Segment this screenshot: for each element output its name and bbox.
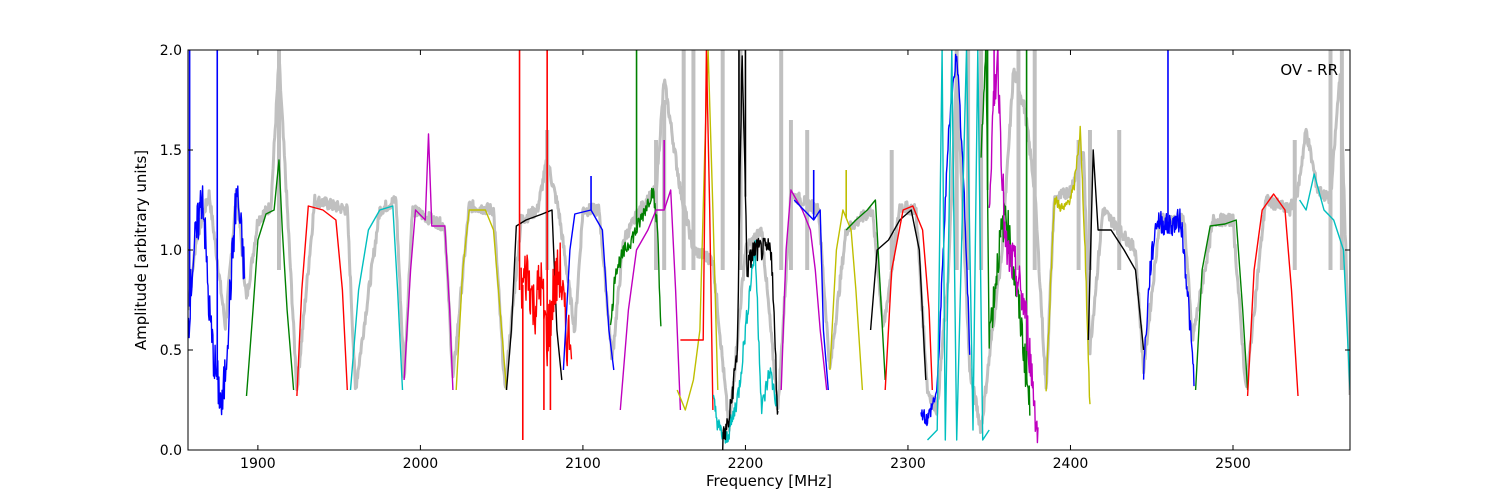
series-27: [1087, 149, 1145, 351]
series-line: [722, 55, 779, 450]
series-30: [1246, 193, 1299, 397]
y-tick-label: 0.5: [160, 343, 182, 359]
series-line: [980, 50, 1031, 416]
series-line: [455, 209, 508, 391]
series-layer: [188, 50, 1350, 450]
series-line: [609, 187, 662, 327]
series-line: [780, 189, 828, 391]
series-19: [845, 199, 886, 381]
x-tick-label: 2300: [890, 456, 926, 472]
series-31: [1299, 173, 1350, 391]
series-10: [609, 50, 662, 327]
series-4: [349, 205, 404, 391]
envelope-line: [188, 59, 1350, 434]
x-tick-label: 2200: [728, 456, 764, 472]
series-22: [920, 53, 971, 427]
series-13: [680, 50, 714, 411]
series-line: [1087, 149, 1145, 351]
x-tick-label: 2500: [1215, 456, 1251, 472]
series-line: [884, 205, 933, 391]
series-line: [619, 189, 682, 411]
y-tick-label: 1.0: [160, 243, 182, 259]
series-17: [793, 170, 829, 391]
series-25: [988, 50, 1039, 444]
series-line: [520, 242, 573, 367]
series-line: [1142, 208, 1195, 387]
series-23: [926, 50, 990, 441]
series-20: [869, 209, 927, 381]
series-line: [829, 209, 864, 391]
series-15: [722, 50, 779, 450]
series-line: [869, 209, 927, 381]
y-tick-label: 0.0: [160, 443, 182, 459]
series-6: [455, 209, 508, 391]
y-axis-ticks: 0.0 0.5 1.0 1.5 2.0: [160, 43, 1350, 459]
series-11: [619, 140, 682, 411]
series-18: [829, 170, 864, 391]
series-line: [793, 199, 829, 391]
series-line: [505, 209, 563, 391]
series-7: [505, 209, 563, 391]
series-line: [1045, 125, 1091, 405]
series-28: [1142, 50, 1195, 387]
series-line: [1194, 219, 1249, 391]
series-line: [845, 199, 886, 381]
x-axis-ticks: 1900 2000 2100 2200 2300 2400 2500: [240, 50, 1251, 472]
x-tick-label: 2100: [565, 456, 601, 472]
series-line: [1246, 193, 1299, 397]
series-9: [562, 176, 615, 371]
series-line: [296, 205, 348, 397]
x-tick-label: 2400: [1053, 456, 1089, 472]
series-line: [920, 53, 971, 427]
series-line: [349, 205, 404, 391]
series-5: [403, 133, 454, 391]
y-axis-label: Amplitude [arbitrary units]: [132, 150, 150, 350]
series-26: [1045, 125, 1091, 405]
series-line: [988, 50, 1039, 444]
x-tick-label: 1900: [240, 456, 276, 472]
chart-annotation: OV - RR: [1280, 61, 1338, 79]
series-2: [245, 159, 295, 397]
series-21: [884, 205, 933, 391]
series-line: [680, 50, 714, 411]
series-1: [188, 50, 246, 416]
series-29: [1194, 219, 1249, 391]
series-3: [296, 205, 348, 397]
series-line: [245, 159, 295, 397]
series-16: [780, 189, 828, 391]
series-line: [1299, 173, 1350, 391]
series-8: [518, 50, 573, 440]
series-line: [403, 133, 454, 391]
y-tick-label: 2.0: [160, 43, 182, 59]
series-line: [676, 50, 719, 411]
series-line: [188, 185, 246, 416]
series-line: [926, 50, 990, 441]
y-tick-label: 1.5: [160, 143, 182, 159]
series-12: [676, 50, 719, 411]
x-tick-label: 2000: [403, 456, 439, 472]
x-axis-label: Frequency [MHz]: [706, 472, 832, 490]
